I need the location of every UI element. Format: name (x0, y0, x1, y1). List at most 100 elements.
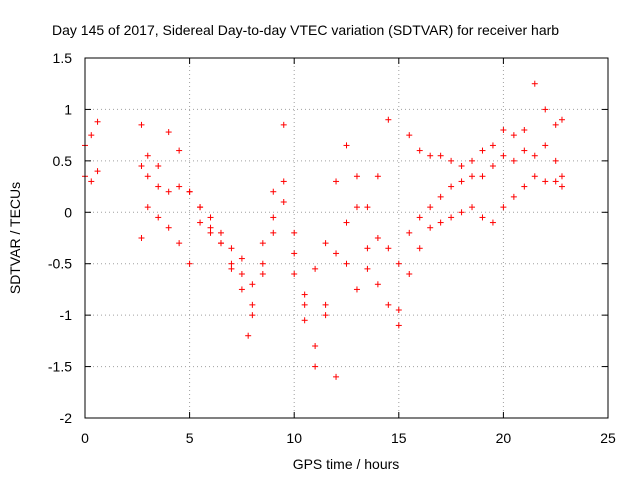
data-point (155, 183, 162, 190)
data-point (479, 173, 486, 180)
data-point (500, 127, 507, 133)
data-point (228, 260, 235, 267)
data-point (385, 245, 392, 252)
data-point (333, 250, 340, 257)
data-point (88, 132, 95, 139)
x-axis-label: GPS time / hours (293, 456, 400, 472)
x-tick-label: 5 (186, 430, 194, 446)
data-point (542, 178, 549, 185)
data-point (249, 301, 256, 308)
data-point (489, 219, 496, 226)
data-point (138, 121, 145, 128)
data-point (245, 332, 252, 339)
data-point (207, 224, 214, 231)
data-point (510, 193, 517, 200)
data-point (176, 240, 183, 247)
plot-frame (84, 57, 609, 419)
data-point (558, 183, 565, 190)
data-point (249, 312, 256, 319)
data-point (353, 204, 360, 211)
data-point (542, 142, 549, 149)
y-tick-label: -2 (60, 410, 73, 426)
data-point (138, 235, 145, 241)
y-tick-label: -0.5 (48, 256, 72, 272)
data-point (259, 271, 266, 277)
data-point (416, 245, 423, 252)
data-point (458, 209, 465, 216)
data-point (558, 173, 565, 180)
data-point (197, 219, 204, 226)
data-point (552, 178, 559, 185)
data-point (416, 214, 423, 221)
data-point (291, 271, 298, 277)
data-point (448, 214, 455, 221)
data-point (144, 173, 151, 180)
data-point (259, 260, 266, 267)
data-point (385, 116, 392, 123)
x-tick-label: 10 (286, 430, 302, 446)
data-point (552, 121, 559, 128)
data-point (217, 240, 224, 247)
data-point (291, 229, 298, 236)
data-point (238, 271, 245, 277)
data-point (469, 173, 476, 180)
data-point (458, 178, 465, 185)
data-point (353, 286, 360, 293)
data-point (165, 188, 172, 195)
data-point (469, 157, 476, 164)
y-tick-labels: -2 -1.5 -1 -0.5 0 0.5 1 1.5 (48, 50, 72, 426)
data-point (427, 204, 434, 211)
data-point (406, 132, 413, 139)
data-point (217, 229, 224, 236)
data-point (395, 322, 402, 329)
y-tick-label: 0 (64, 204, 72, 220)
data-point (155, 214, 162, 221)
y-tick-label: 1 (64, 101, 72, 117)
data-point (280, 178, 287, 185)
data-point (343, 260, 350, 267)
data-point (437, 152, 444, 159)
data-point (186, 260, 193, 267)
x-tick-label: 15 (391, 430, 407, 446)
data-point (333, 373, 340, 380)
data-point (437, 193, 444, 200)
data-point (448, 183, 455, 190)
data-point (374, 235, 381, 241)
data-point (385, 301, 392, 308)
data-point (510, 157, 517, 164)
x-tick-label: 0 (81, 430, 89, 446)
data-point (138, 163, 145, 169)
data-point (270, 214, 277, 221)
data-point (322, 312, 329, 319)
x-tick-label: 20 (496, 430, 512, 446)
data-point (94, 168, 101, 175)
data-point (322, 240, 329, 247)
data-point (238, 255, 245, 262)
data-point (207, 229, 214, 236)
data-point (531, 173, 538, 180)
data-point (437, 219, 444, 226)
data-point (343, 142, 350, 149)
y-tick-label: 0.5 (53, 153, 73, 169)
data-point (458, 163, 465, 169)
data-point (552, 157, 559, 164)
y-tick-label: 1.5 (53, 50, 73, 66)
data-point (521, 147, 528, 154)
data-point (259, 240, 266, 247)
data-point (489, 142, 496, 149)
data-point (479, 147, 486, 154)
data-point (291, 250, 298, 257)
data-point (479, 214, 486, 221)
data-point (469, 204, 476, 211)
data-point (228, 265, 235, 272)
data-point (558, 116, 565, 123)
data-point (395, 260, 402, 267)
data-point (521, 183, 528, 190)
data-point (280, 121, 287, 128)
data-point (500, 204, 507, 211)
axis-ticks (84, 57, 609, 419)
data-point (427, 152, 434, 159)
data-point (521, 127, 528, 133)
data-point (155, 163, 162, 169)
